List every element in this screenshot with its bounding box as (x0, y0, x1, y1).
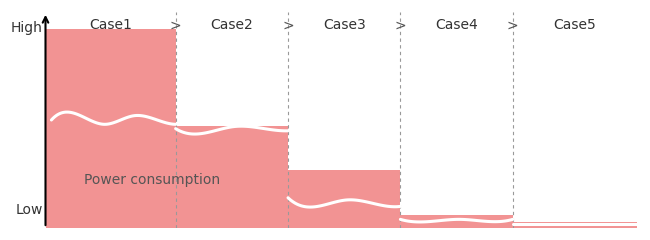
Text: Case1: Case1 (89, 18, 132, 32)
Polygon shape (46, 29, 176, 228)
Polygon shape (288, 170, 400, 228)
Polygon shape (400, 215, 513, 228)
Text: High: High (10, 21, 42, 35)
Text: Low: Low (15, 203, 42, 217)
Text: Case3: Case3 (323, 18, 365, 32)
Text: Case4: Case4 (436, 18, 478, 32)
Text: >: > (282, 18, 294, 32)
Text: >: > (507, 18, 519, 32)
Polygon shape (513, 222, 637, 228)
Polygon shape (176, 126, 288, 228)
Text: Power consumption: Power consumption (84, 174, 220, 187)
Text: Case2: Case2 (211, 18, 254, 32)
Text: >: > (170, 18, 181, 32)
Text: Case5: Case5 (554, 18, 596, 32)
Text: >: > (395, 18, 406, 32)
